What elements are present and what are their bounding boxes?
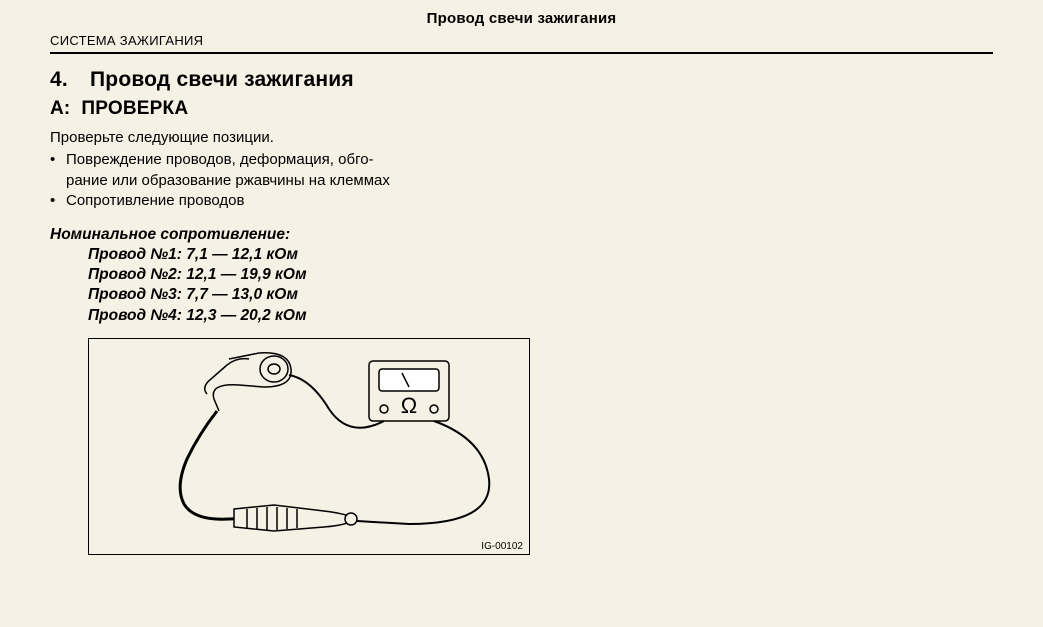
spark-plug-wire-diagram-icon: Ω: [89, 339, 529, 554]
section-number: 4.: [50, 68, 90, 92]
bullet-item: • Сопротивление проводов: [50, 191, 480, 211]
divider: [50, 52, 993, 54]
nominal-block: Номинальное сопротивление: Провод №1: 7,…: [50, 225, 993, 326]
bullet1-line2: рание или образование ржавчины на клемма…: [66, 172, 390, 189]
wire-spec: Провод №1: 7,1 — 12,1 кОм: [88, 245, 993, 265]
figure-id: IG-00102: [481, 541, 523, 552]
page-title: Провод свечи зажигания: [50, 10, 993, 27]
wire-lines: Провод №1: 7,1 — 12,1 кОм Провод №2: 12,…: [50, 245, 993, 326]
bullet-dot-icon: •: [50, 191, 66, 211]
system-label: СИСТЕМА ЗАЖИГАНИЯ: [50, 33, 993, 52]
wire-spec: Провод №4: 12,3 — 20,2 кОм: [88, 306, 993, 326]
bullet1-line1: Повреждение проводов, деформация, обго-: [66, 151, 374, 168]
subsection-letter: A:: [50, 98, 70, 119]
nominal-title: Номинальное сопротивление:: [50, 225, 993, 245]
intro-line: Проверьте следующие позиции.: [50, 128, 480, 148]
subsection-heading: A: ПРОВЕРКА: [50, 98, 993, 120]
figure-box: Ω IG-0: [88, 338, 530, 555]
wire-spec: Провод №2: 12,1 — 19,9 кОм: [88, 265, 993, 285]
wire-spec: Провод №3: 7,7 — 13,0 кОм: [88, 285, 993, 305]
subsection-title: ПРОВЕРКА: [81, 98, 188, 119]
svg-text:Ω: Ω: [401, 393, 417, 418]
section-heading: 4.Провод свечи зажигания: [50, 68, 993, 92]
bullet-item: • Повреждение проводов, деформация, обго…: [50, 150, 480, 191]
bullet-dot-icon: •: [50, 150, 66, 170]
section-title: Провод свечи зажигания: [90, 68, 354, 91]
body-text: Проверьте следующие позиции. • Поврежден…: [50, 128, 480, 211]
bullet2-text: Сопротивление проводов: [66, 191, 244, 211]
